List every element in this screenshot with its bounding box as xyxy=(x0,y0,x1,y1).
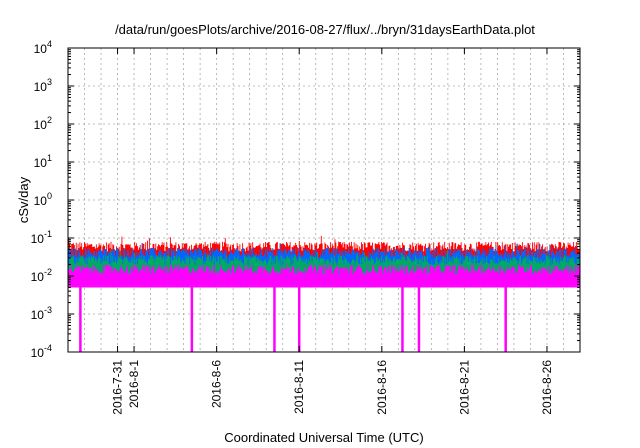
x-axis-label: Coordinated Universal Time (UTC) xyxy=(224,430,423,445)
y-tick-label: 102 xyxy=(34,115,52,132)
x-tick-label: 2016-8-11 xyxy=(292,360,306,414)
y-tick-label: 104 xyxy=(34,39,52,56)
y-tick-label: 10-3 xyxy=(31,305,52,322)
x-tick-label: 2016-8-21 xyxy=(457,360,471,415)
x-tick-label: 2016-8-26 xyxy=(540,360,554,415)
chart-title: /data/run/goesPlots/archive/2016-08-27/f… xyxy=(115,22,535,37)
x-axis: 2016-7-31 2016-8-1 2016-8-6 2016-8-11 2016-8… xyxy=(111,48,554,415)
y-tick-label: 101 xyxy=(34,153,52,170)
x-tick-label: 2016-8-1 xyxy=(127,360,141,408)
x-tick-label: 2016-8-16 xyxy=(375,360,389,415)
grid xyxy=(68,48,580,352)
series-group xyxy=(67,235,581,352)
y-tick-label: 103 xyxy=(34,77,52,94)
y-tick-label: 100 xyxy=(34,191,52,208)
y-axis-label: cSv/day xyxy=(16,176,31,223)
x-tick-label: 2016-7-31 xyxy=(111,360,125,415)
y-axis: 10-4 10-3 10-2 10-1 100 101 102 103 104 xyxy=(31,39,580,360)
y-tick-label: 10-4 xyxy=(31,343,52,360)
y-tick-label: 10-2 xyxy=(31,267,52,284)
y-tick-label: 10-1 xyxy=(31,229,52,246)
x-tick-label: 2016-8-6 xyxy=(210,360,224,408)
